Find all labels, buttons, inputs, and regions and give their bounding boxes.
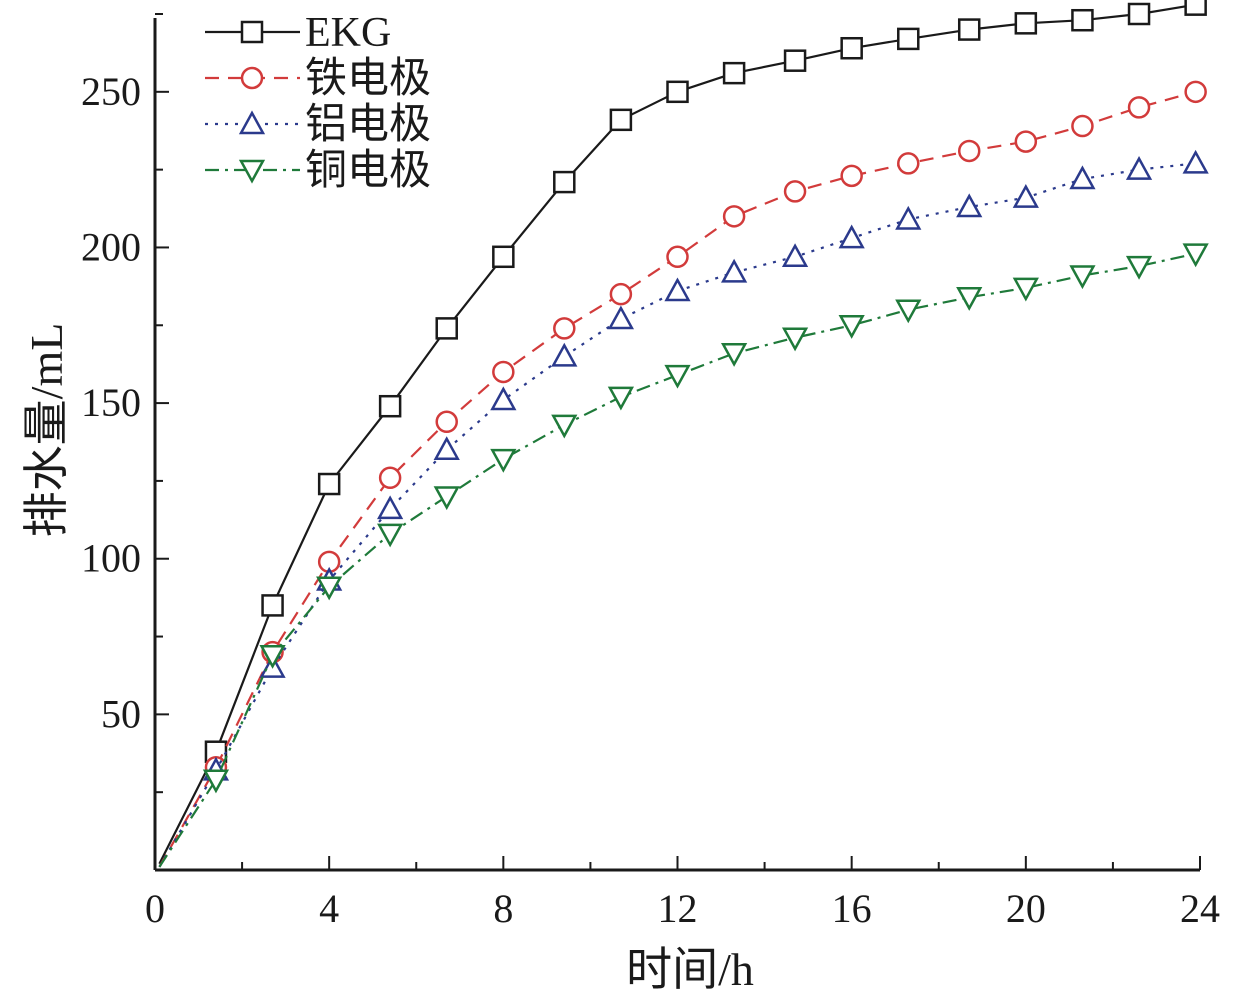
data-point <box>722 61 746 85</box>
data-point <box>720 343 748 367</box>
data-point <box>435 317 458 340</box>
data-point <box>551 414 578 439</box>
data-point <box>1012 277 1039 302</box>
legend-marker <box>240 66 264 90</box>
data-point <box>783 180 807 203</box>
data-point <box>1127 96 1151 119</box>
data-point <box>1127 2 1151 26</box>
x-tick-label: 12 <box>658 886 698 931</box>
data-point <box>377 495 404 520</box>
legend-marker <box>238 110 266 135</box>
legend-marker <box>238 159 266 184</box>
data-point <box>895 299 922 324</box>
data-point <box>433 486 460 511</box>
data-point <box>956 193 983 218</box>
data-point <box>1182 149 1209 174</box>
data-point <box>722 205 746 228</box>
data-point <box>1012 184 1039 208</box>
data-point <box>840 164 863 188</box>
y-tick-label: 150 <box>81 380 141 425</box>
data-point <box>1071 8 1094 32</box>
data-point <box>492 245 515 269</box>
data-point <box>666 245 689 269</box>
data-point <box>553 317 576 340</box>
series-layer <box>158 0 1209 868</box>
data-point <box>1069 265 1096 290</box>
x-tick-label: 20 <box>1006 886 1046 931</box>
data-point <box>377 523 404 548</box>
data-point <box>1184 0 1207 16</box>
data-point <box>1069 165 1096 190</box>
series-2 <box>158 80 1207 868</box>
data-point <box>607 305 635 330</box>
legend-label: 铜电极 <box>305 148 431 194</box>
data-point <box>838 315 865 339</box>
data-point <box>956 287 983 311</box>
y-tick-label: 50 <box>101 691 141 736</box>
data-point <box>838 224 865 249</box>
data-point <box>492 360 515 384</box>
data-point <box>553 170 576 194</box>
y-tick-label: 100 <box>81 536 141 581</box>
data-point <box>378 394 402 418</box>
x-axis-title: 时间/h <box>626 944 754 995</box>
data-point <box>783 49 807 72</box>
y-tick-label: 200 <box>81 224 141 269</box>
data-point <box>895 205 922 230</box>
x-tick-label: 8 <box>493 886 513 931</box>
data-point <box>897 152 920 175</box>
y-tick-label: 250 <box>81 69 141 114</box>
data-point <box>378 466 402 490</box>
data-point <box>202 769 230 794</box>
data-point <box>664 277 691 302</box>
data-point <box>551 342 578 367</box>
data-point <box>609 108 633 132</box>
data-point <box>261 594 284 617</box>
data-point <box>897 27 920 51</box>
data-point <box>1125 255 1153 280</box>
x-tick-label: 16 <box>832 886 872 931</box>
axes: 0 4 8 12 16 20 24 50 100 150 200 250 <box>81 13 1220 931</box>
legend-label: 铝电极 <box>305 102 431 148</box>
data-point <box>1014 130 1038 153</box>
legend-marker <box>240 20 264 44</box>
legend-label: EKG <box>305 10 391 56</box>
data-point <box>664 364 691 389</box>
x-tick-label: 24 <box>1180 886 1220 931</box>
data-point <box>781 243 809 268</box>
x-tick-label: 4 <box>319 886 339 931</box>
data-point <box>1125 156 1153 180</box>
data-point <box>781 327 809 352</box>
data-point <box>609 282 633 306</box>
data-point <box>433 436 460 461</box>
data-point <box>435 410 458 434</box>
data-point <box>259 644 286 669</box>
data-point <box>1182 243 1209 268</box>
data-point <box>666 80 689 104</box>
data-point <box>490 386 517 411</box>
data-point <box>316 576 343 601</box>
data-point <box>490 448 517 473</box>
data-point <box>720 258 748 283</box>
series-4 <box>158 243 1209 868</box>
series-1 <box>158 0 1207 865</box>
x-tick-label: 0 <box>145 886 165 931</box>
data-point <box>840 36 863 60</box>
data-point <box>957 139 981 163</box>
y-axis-title: 排水量/mL <box>21 323 72 538</box>
data-point <box>957 18 981 41</box>
legend-label: 铁电极 <box>305 56 431 102</box>
series-line <box>158 252 1196 868</box>
series-line <box>158 90 1196 868</box>
data-point <box>1071 114 1094 138</box>
data-point <box>607 386 635 411</box>
data-point <box>1184 80 1207 104</box>
data-point <box>317 472 341 496</box>
data-point <box>1014 12 1038 35</box>
